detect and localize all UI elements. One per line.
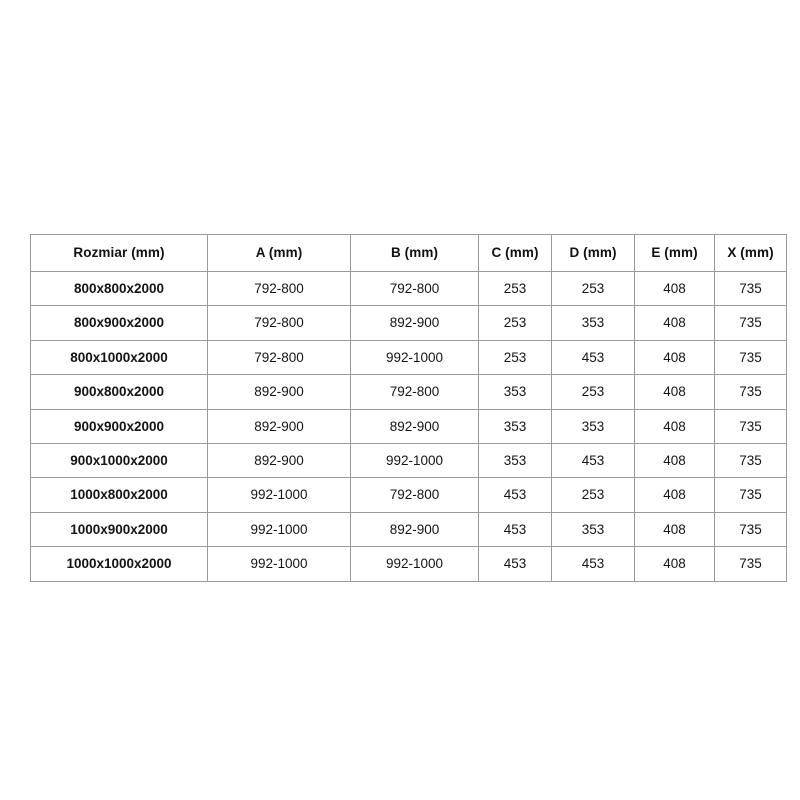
- cell-size: 800x1000x2000: [30, 339, 208, 376]
- cell-b: 992-1000: [350, 546, 479, 582]
- table-row: 800x900x2000 792-800 892-900 253 353 408 735: [30, 305, 787, 341]
- cell-size: 800x900x2000: [30, 305, 208, 341]
- dimensions-table: Rozmiar (mm) A (mm) B (mm) C (mm) D (mm)…: [30, 234, 787, 582]
- cell-b: 892-900: [350, 305, 479, 341]
- column-header-e: E (mm): [634, 234, 715, 272]
- table-row: 1000x900x2000 992-1000 892-900 453 353 408 735: [30, 511, 787, 548]
- cell-d: 253: [551, 477, 635, 513]
- cell-size: 900x1000x2000: [30, 443, 208, 479]
- cell-x: 735: [714, 546, 787, 582]
- column-header-a: A (mm): [207, 234, 351, 272]
- cell-b: 792-800: [350, 270, 479, 307]
- cell-size: 900x900x2000: [30, 408, 208, 445]
- cell-e: 408: [634, 443, 715, 479]
- cell-size: 800x800x2000: [30, 270, 208, 307]
- table-row: 900x900x2000 892-900 892-900 353 353 408 735: [30, 408, 787, 445]
- cell-e: 408: [634, 511, 715, 548]
- cell-d: 453: [551, 546, 635, 582]
- cell-d: 353: [551, 305, 635, 341]
- cell-size: 900x800x2000: [30, 374, 208, 410]
- cell-d: 353: [551, 408, 635, 445]
- cell-c: 453: [478, 477, 552, 513]
- cell-c: 253: [478, 305, 552, 341]
- cell-a: 992-1000: [207, 477, 351, 513]
- cell-e: 408: [634, 270, 715, 307]
- table-row: 800x800x2000 792-800 792-800 253 253 408 735: [30, 270, 787, 307]
- cell-a: 992-1000: [207, 511, 351, 548]
- cell-c: 253: [478, 270, 552, 307]
- cell-e: 408: [634, 546, 715, 582]
- cell-e: 408: [634, 339, 715, 376]
- table-row: 1000x1000x2000 992-1000 992-1000 453 453 408 7…: [30, 546, 787, 582]
- cell-x: 735: [714, 305, 787, 341]
- cell-a: 992-1000: [207, 546, 351, 582]
- cell-b: 892-900: [350, 408, 479, 445]
- cell-x: 735: [714, 270, 787, 307]
- cell-a: 792-800: [207, 305, 351, 341]
- cell-c: 353: [478, 374, 552, 410]
- cell-e: 408: [634, 477, 715, 513]
- cell-c: 453: [478, 546, 552, 582]
- cell-e: 408: [634, 305, 715, 341]
- table-header-row: Rozmiar (mm) A (mm) B (mm) C (mm) D (mm)…: [30, 234, 787, 272]
- table-row: 1000x800x2000 992-1000 792-800 453 253 408 735: [30, 477, 787, 513]
- column-header-c: C (mm): [478, 234, 552, 272]
- cell-b: 792-800: [350, 374, 479, 410]
- cell-e: 408: [634, 374, 715, 410]
- column-header-d: D (mm): [551, 234, 635, 272]
- column-header-size: Rozmiar (mm): [30, 234, 208, 272]
- cell-d: 253: [551, 374, 635, 410]
- cell-b: 992-1000: [350, 339, 479, 376]
- table-body: 800x800x2000 792-800 792-800 253 253 408 735 80…: [30, 270, 787, 582]
- cell-c: 353: [478, 408, 552, 445]
- cell-e: 408: [634, 408, 715, 445]
- cell-a: 892-900: [207, 374, 351, 410]
- table-header: Rozmiar (mm) A (mm) B (mm) C (mm) D (mm)…: [30, 234, 787, 272]
- cell-a: 792-800: [207, 270, 351, 307]
- table-row: 900x800x2000 892-900 792-800 353 253 408 735: [30, 374, 787, 410]
- table-row: 800x1000x2000 792-800 992-1000 253 453 408 735: [30, 339, 787, 376]
- cell-d: 453: [551, 443, 635, 479]
- cell-b: 892-900: [350, 511, 479, 548]
- cell-a: 892-900: [207, 408, 351, 445]
- cell-size: 1000x1000x2000: [30, 546, 208, 582]
- cell-b: 792-800: [350, 477, 479, 513]
- cell-c: 353: [478, 443, 552, 479]
- cell-x: 735: [714, 339, 787, 376]
- cell-x: 735: [714, 374, 787, 410]
- cell-x: 735: [714, 477, 787, 513]
- cell-x: 735: [714, 443, 787, 479]
- cell-d: 453: [551, 339, 635, 376]
- cell-x: 735: [714, 408, 787, 445]
- cell-size: 1000x800x2000: [30, 477, 208, 513]
- cell-a: 792-800: [207, 339, 351, 376]
- cell-x: 735: [714, 511, 787, 548]
- cell-c: 253: [478, 339, 552, 376]
- cell-size: 1000x900x2000: [30, 511, 208, 548]
- dimensions-table-container: Rozmiar (mm) A (mm) B (mm) C (mm) D (mm)…: [30, 234, 787, 582]
- column-header-b: B (mm): [350, 234, 479, 272]
- column-header-x: X (mm): [714, 234, 787, 272]
- cell-b: 992-1000: [350, 443, 479, 479]
- cell-d: 353: [551, 511, 635, 548]
- cell-c: 453: [478, 511, 552, 548]
- cell-d: 253: [551, 270, 635, 307]
- table-row: 900x1000x2000 892-900 992-1000 353 453 408 735: [30, 443, 787, 479]
- cell-a: 892-900: [207, 443, 351, 479]
